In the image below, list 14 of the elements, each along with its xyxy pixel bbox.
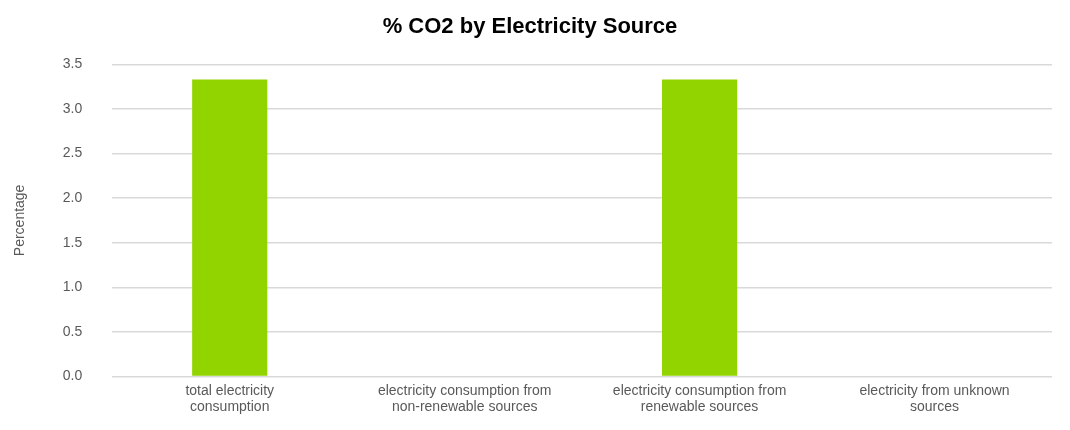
y-tick-label: 1.5	[62, 233, 83, 250]
y-tick-label: 2.5	[62, 144, 83, 161]
y-axis-title: Percentage	[11, 184, 28, 257]
y-tick-label: 0.0	[62, 367, 83, 384]
y-tick-label: 1.0	[62, 278, 83, 295]
x-tick-label: total electricity consumption	[185, 381, 275, 415]
y-tick-label: 3.5	[62, 55, 83, 72]
y-tick-label: 2.0	[62, 188, 83, 205]
chart-title: % CO2 by Electricity Source	[382, 13, 678, 39]
x-tick-label: electricity consumption from renewable sources	[612, 381, 787, 415]
x-tick-label: electricity consumption from non-renewable sources	[377, 381, 552, 415]
y-tick-label: 0.5	[62, 322, 83, 339]
x-tick-label: electricity from unknown sources	[859, 381, 1010, 415]
y-tick-label: 3.0	[62, 99, 83, 116]
